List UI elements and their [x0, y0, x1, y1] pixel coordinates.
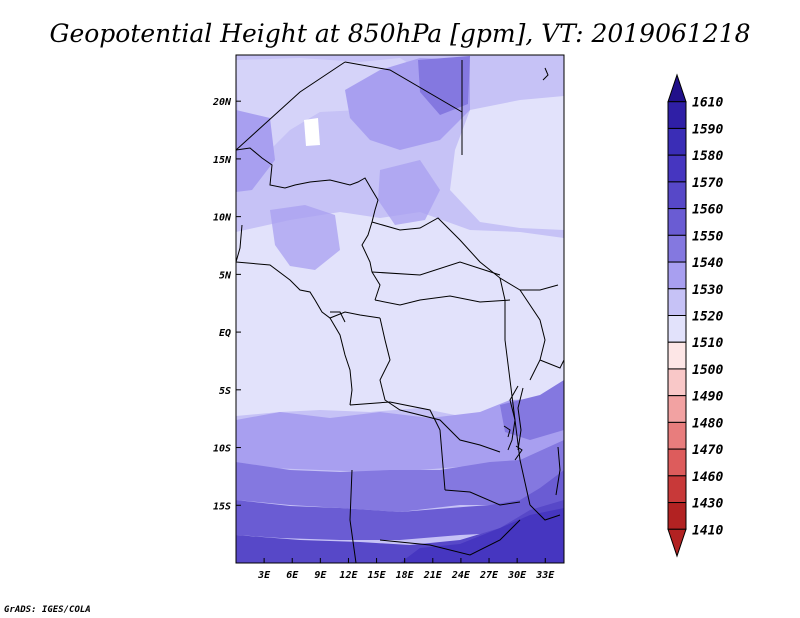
colorbar-swatch: [667, 208, 687, 236]
y-tick-label: 15N: [213, 155, 232, 166]
map-frame: [235, 54, 565, 564]
y-axis: 20N 15N 10N 5N EQ 5S 10S 15S: [212, 97, 241, 512]
colorbar-label: 1610: [692, 96, 723, 111]
x-tick-label: 30E: [507, 570, 527, 581]
x-tick-label: 12E: [339, 570, 358, 581]
colorbar-label: 1430: [692, 497, 723, 512]
colorbar-label: 1550: [692, 229, 723, 244]
colorbar-label: 1460: [692, 470, 723, 485]
colorbar-swatch: [667, 288, 687, 316]
colorbar-swatch: [667, 154, 687, 183]
colorbar-swatch: [667, 234, 687, 263]
x-tick-label: 9E: [314, 570, 327, 581]
map-title: Geopotential Height at 850hPa [gpm], VT:…: [49, 19, 750, 48]
colorbar-label: 1560: [692, 203, 723, 218]
y-tick-label: 5S: [219, 386, 231, 397]
colorbar-label: 1580: [692, 149, 723, 164]
y-tick-label: 10N: [213, 213, 232, 224]
colorbar-swatch: [667, 261, 687, 290]
colorbar-label: 1480: [692, 416, 723, 431]
colorbar-label: 1500: [692, 363, 723, 378]
x-tick-label: 18E: [396, 570, 415, 581]
colorbar-swatch: [667, 101, 687, 129]
colorbar-label: 1510: [692, 336, 723, 351]
x-tick-label: 15E: [368, 570, 387, 581]
colorbar-label: 1530: [692, 283, 723, 298]
colorbar: 1610 1590 1580 1570 1560 1550 1540 1530 1520 1510…: [667, 73, 723, 558]
y-tick-label: 10S: [213, 444, 231, 455]
colorbar-swatch: [667, 181, 687, 210]
colorbar-swatch: [667, 315, 687, 343]
colorbar-label: 1490: [692, 390, 723, 405]
colorbar-swatch: [667, 127, 687, 156]
colorbar-label: 1520: [692, 310, 723, 325]
colorbar-swatch: [667, 395, 687, 423]
colorbar-label: 1570: [692, 176, 723, 191]
colorbar-label: 1590: [692, 122, 723, 137]
colorbar-label: 1540: [692, 256, 723, 271]
colorbar-swatch: [667, 421, 687, 450]
x-tick-label: 24E: [451, 570, 471, 581]
grads-credit: GrADS: IGES/COLA: [4, 605, 91, 615]
colorbar-swatch: [667, 448, 687, 477]
colorbar-swatch: [667, 368, 687, 397]
colorbar-swatch: [667, 341, 687, 370]
colorbar-bottom-arrow: [667, 528, 687, 558]
x-tick-label: 6E: [286, 570, 299, 581]
y-tick-label: EQ: [219, 328, 231, 339]
x-tick-label: 3E: [257, 570, 271, 581]
map-field: [236, 55, 564, 563]
colorbar-label: 1470: [692, 443, 723, 458]
y-tick-label: 20N: [212, 97, 232, 108]
y-tick-label: 5N: [219, 270, 232, 281]
colorbar-swatch: [667, 475, 687, 504]
x-axis: 3E 6E 9E 12E 15E 18E 21E 24E 27E 30E 33E: [257, 558, 555, 581]
colorbar-label: 1410: [692, 523, 723, 538]
y-tick-label: 15S: [213, 501, 231, 512]
x-tick-label: 27E: [479, 570, 499, 581]
x-tick-label: 33E: [535, 570, 555, 581]
colorbar-swatch: [667, 502, 687, 530]
colorbar-top-arrow: [667, 73, 687, 103]
x-tick-label: 21E: [423, 570, 443, 581]
